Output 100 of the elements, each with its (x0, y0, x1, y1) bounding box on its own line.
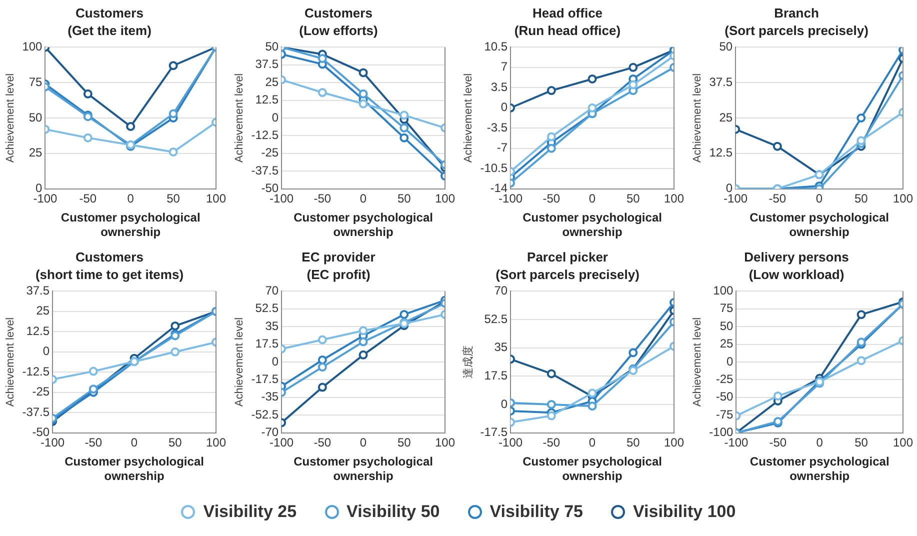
y-tick-label: -7 (496, 140, 508, 155)
x-axis-title: Customer psychological ownership (522, 210, 662, 240)
x-axis-title: Customer psychological ownership (750, 210, 889, 240)
x-tick-label: 0 (816, 435, 824, 450)
y-tick-label: 100 (22, 40, 43, 54)
y-tick-label: -50 (716, 390, 734, 404)
y-tick-label: -35 (261, 390, 279, 404)
y-tick-label: -70 (261, 425, 279, 440)
y-tick-label: -17.5 (480, 425, 508, 440)
x-tick-label: -50 (314, 435, 332, 450)
y-tick-label: 75 (28, 74, 43, 89)
y-tick-label: 0 (272, 110, 279, 124)
x-tick-label: 0 (127, 191, 134, 206)
y-tick-label: 100 (713, 284, 734, 298)
legend-label: Visibility 50 (346, 502, 440, 522)
chart-title: EC provider (302, 249, 376, 264)
x-tick-label: 50 (397, 191, 412, 206)
y-tick-label: -50 (261, 181, 279, 196)
y-axis-title: Achievement level (692, 73, 704, 163)
y-tick-label: 25 (36, 304, 50, 318)
y-tick-label: -37.5 (251, 163, 279, 178)
x-axis-title: Customer psychological ownership (60, 210, 200, 240)
x-tick-label: 100 (206, 191, 226, 206)
y-axis-title: Achievement level (234, 317, 246, 407)
y-tick-label: 50 (719, 40, 733, 54)
chart-title: Customers (76, 5, 144, 20)
y-tick-label: 25 (720, 336, 734, 351)
y-tick-label: -52.5 (251, 407, 279, 422)
y-tick-label: -12.5 (251, 128, 279, 142)
x-axis-title: Customer psychological ownership (64, 454, 204, 484)
x-tick-label: 100 (664, 191, 684, 206)
y-tick-label: 37.5 (26, 284, 50, 298)
chart-title: Branch (774, 5, 819, 20)
y-tick-label: 10.5 (484, 40, 508, 54)
legend-label: Visibility 75 (490, 502, 583, 522)
x-tick-label: 0 (360, 191, 367, 206)
y-tick-label: -100 (709, 425, 734, 440)
chart-subtitle: (Sort parcels precisely) (496, 266, 640, 282)
x-axis-title: Customer psychological ownership (750, 454, 890, 484)
y-axis-title: Achievement level (4, 73, 17, 163)
x-tick-label: -50 (79, 191, 97, 206)
y-tick-label: 25 (265, 74, 279, 89)
x-tick-label: 50 (854, 191, 868, 206)
y-tick-label: 0 (36, 181, 43, 196)
chart-title: Parcel picker (527, 249, 608, 264)
y-tick-label: 0 (272, 354, 279, 368)
y-tick-label: 7 (500, 60, 508, 74)
x-tick-label: -50 (84, 435, 102, 450)
y-tick-label: 37.5 (255, 57, 279, 72)
x-axis-title: Customer psychological ownership (522, 454, 662, 484)
chart-title: Delivery persons (744, 249, 849, 264)
x-tick-label: -50 (768, 191, 786, 206)
y-tick-label: 0 (42, 344, 50, 358)
y-tick-label: 37.5 (709, 74, 733, 89)
y-tick-label: -50 (32, 425, 50, 440)
y-tick-label: -14 (490, 181, 508, 196)
x-tick-label: -50 (314, 191, 332, 206)
y-tick-label: 70 (494, 284, 508, 298)
chart-title: Customers (76, 249, 144, 264)
chart-title: Customers (304, 5, 372, 20)
x-tick-label: 50 (854, 435, 868, 450)
chart-subtitle: (Run head office) (514, 22, 621, 38)
y-tick-label: 52.5 (484, 312, 508, 326)
y-axis-title: Achievement level (4, 317, 17, 407)
x-tick-label: 50 (397, 435, 412, 450)
x-tick-label: 100 (892, 435, 914, 450)
chart-subtitle: (Low efforts) (299, 22, 378, 38)
legend-label: Visibility 25 (203, 502, 297, 522)
y-tick-label: 50 (720, 318, 734, 333)
y-tick-label: 50 (28, 110, 43, 124)
y-tick-label: 0 (500, 396, 508, 411)
y-tick-label: 17.5 (255, 336, 279, 351)
y-tick-label: 75 (720, 301, 734, 316)
y-tick-label: 17.5 (484, 368, 508, 382)
y-axis-title: Achievement level (462, 73, 475, 163)
y-tick-label: 25 (719, 110, 733, 124)
legend-label: Visibility 100 (633, 502, 736, 522)
y-tick-label: 50 (265, 40, 279, 54)
x-axis-title: Customer psychological ownership (294, 210, 433, 240)
y-tick-label: -12.5 (22, 364, 50, 378)
x-tick-label: 0 (816, 191, 823, 206)
x-tick-label: 0 (588, 191, 596, 206)
y-axis-title: Achievement level (234, 73, 246, 163)
x-tick-label: -50 (542, 191, 560, 206)
chart-subtitle: (short time to get items) (35, 266, 184, 282)
y-tick-label: 0 (726, 181, 733, 196)
y-tick-label: 3.5 (490, 80, 508, 94)
y-tick-label: -3.5 (486, 120, 508, 134)
y-tick-label: 35 (265, 318, 279, 333)
y-tick-label: -37.5 (22, 404, 50, 419)
y-tick-label: 35 (494, 340, 508, 354)
y-tick-label: -10.5 (480, 160, 508, 175)
chart-subtitle: (Low workload) (748, 266, 844, 282)
y-tick-label: -75 (716, 407, 734, 422)
x-tick-label: 50 (626, 435, 640, 450)
y-tick-label: 12.5 (709, 146, 733, 160)
x-tick-label: -50 (542, 435, 560, 450)
y-tick-label: -17.5 (251, 372, 279, 386)
chart-subtitle: (Get the item) (68, 22, 152, 38)
chart-subtitle: (Sort parcels precisely) (724, 22, 868, 38)
